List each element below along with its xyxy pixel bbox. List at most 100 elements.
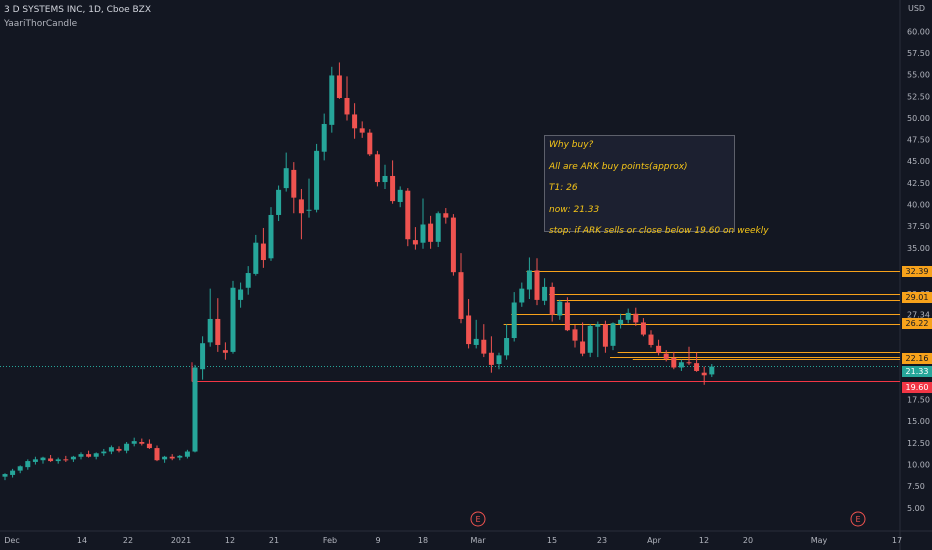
time-axis-label: 12 — [225, 536, 235, 545]
candle-up — [276, 189, 282, 215]
candle-down — [466, 315, 472, 345]
chart-title[interactable]: 3 D SYSTEMS INC, 1D, Cboe BZX — [4, 5, 152, 15]
candle-down — [116, 448, 122, 451]
earnings-marker — [850, 511, 866, 527]
candle-up — [519, 288, 525, 303]
candle-up — [329, 75, 335, 125]
candle-down — [549, 286, 555, 315]
candle-down — [260, 243, 266, 261]
time-axis-label: 15 — [547, 536, 557, 545]
candle-up — [595, 324, 601, 327]
candle-down — [663, 353, 669, 359]
earnings-marker — [470, 511, 486, 527]
candle-down — [298, 199, 304, 214]
candle-up — [10, 470, 16, 475]
candle-up — [131, 441, 137, 444]
candle-down — [488, 352, 494, 365]
horizontal-levels — [0, 271, 900, 382]
candle-down — [86, 454, 92, 457]
candle-up — [17, 466, 23, 471]
candle-up — [382, 175, 388, 183]
current-price-tag: 21.33 — [902, 366, 932, 377]
time-axis-label: 18 — [418, 536, 428, 545]
price-axis-label: 45.00 — [907, 157, 930, 166]
price-axis-label: 5.00 — [907, 504, 925, 513]
candle-up — [101, 451, 107, 454]
candle-up — [2, 474, 8, 477]
candle-up — [200, 343, 206, 370]
candle-down — [390, 175, 396, 202]
candle-down — [450, 217, 456, 273]
candle-down — [572, 329, 578, 341]
candle-down — [640, 322, 646, 335]
annotation-box[interactable]: Why buy? All are ARK buy points(approx) … — [544, 135, 769, 236]
price-tag: 26.22 — [902, 318, 932, 329]
candle-up — [78, 454, 84, 457]
candle-down — [428, 223, 434, 242]
candle-up — [40, 457, 46, 461]
candle-down — [359, 128, 365, 133]
candle-down — [648, 334, 654, 345]
candle-down — [146, 443, 152, 449]
price-axis-label: 37.50 — [907, 222, 930, 231]
candle-up — [504, 338, 510, 356]
candle-down — [344, 97, 350, 115]
candle-up — [230, 287, 236, 352]
candle-down — [222, 350, 228, 353]
time-axis-label: 2021 — [171, 536, 191, 545]
price-axis-label: 10.00 — [907, 461, 930, 470]
candle-down — [374, 154, 380, 183]
time-axis[interactable]: Dec 14 22 2021 12 21 Feb 9 18 Mar 15 23 Apr 12 20 May 17 — [4, 536, 902, 545]
annotation-line: now: 21.33 — [549, 204, 600, 215]
candle-down — [633, 313, 639, 323]
candle-up — [306, 209, 312, 211]
candle-down — [443, 213, 449, 218]
price-axis-label: 40.00 — [907, 201, 930, 210]
price-axis-label: 27.34 — [907, 310, 930, 319]
time-axis-label: 20 — [743, 536, 753, 545]
time-axis-label: 21 — [269, 536, 279, 545]
candle-up — [420, 224, 426, 243]
time-axis-label: May — [811, 536, 828, 545]
candle-up — [625, 312, 631, 320]
price-axis-label: 55.00 — [907, 71, 930, 80]
candle-up — [542, 286, 548, 301]
candle-up — [238, 289, 244, 300]
price-axis-label: 57.50 — [907, 49, 930, 58]
annotation-line: All are ARK buy points(approx) — [549, 161, 688, 172]
candles — [2, 62, 715, 481]
candle-up — [108, 447, 114, 452]
price-axis-label: 60.00 — [907, 27, 930, 36]
candle-down — [352, 114, 358, 129]
price-tag: 32.39 — [902, 266, 932, 277]
time-axis-label: Apr — [647, 536, 662, 545]
candle-up — [70, 456, 76, 460]
time-axis-label: Dec — [4, 536, 19, 545]
candle-down — [169, 456, 175, 459]
candle-up — [162, 456, 168, 460]
candle-up — [253, 242, 259, 274]
indicator-label[interactable]: YaariThorCandle — [4, 19, 78, 29]
candle-up — [184, 451, 190, 457]
candle-down — [367, 132, 373, 155]
candle-down — [63, 459, 69, 461]
price-axis-label: 50.00 — [907, 114, 930, 123]
price-axis-label: 42.50 — [907, 179, 930, 188]
candle-up — [314, 150, 320, 210]
price-axis-label: 35.00 — [907, 244, 930, 253]
candle-down — [48, 458, 54, 462]
time-axis-label: 9 — [375, 536, 380, 545]
candle-down — [656, 345, 662, 353]
candle-up — [268, 214, 274, 259]
candle-down — [458, 272, 464, 319]
currency-label: USD — [908, 4, 926, 13]
candle-up — [618, 319, 624, 325]
time-axis-label: 12 — [699, 536, 709, 545]
time-axis-label: 14 — [77, 536, 87, 545]
candle-down — [215, 318, 221, 345]
time-axis-label: Feb — [323, 536, 337, 545]
annotation-line: stop: if ARK sells or close below 19.60 … — [549, 226, 769, 236]
